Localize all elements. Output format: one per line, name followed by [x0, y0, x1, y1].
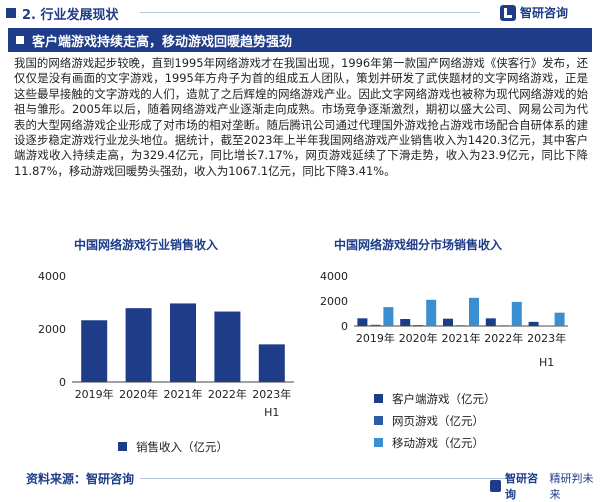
x-tick-label: 2023年 — [252, 387, 291, 401]
bar — [259, 344, 285, 382]
bar — [170, 303, 196, 382]
x-tick-label: 2020年 — [119, 387, 158, 401]
brand: 智研咨询 — [500, 4, 568, 21]
legend-label: 网页游戏（亿元） — [392, 414, 484, 428]
x-tick-label: 2022年 — [208, 387, 247, 401]
bar — [426, 300, 436, 326]
y-tick-label: 0 — [59, 376, 66, 389]
y-tick-label: 2000 — [38, 323, 66, 336]
section-marker-icon — [6, 8, 16, 18]
bar — [486, 318, 496, 326]
bar — [456, 325, 466, 326]
x-tick-label: 2019年 — [356, 331, 395, 345]
legend-label: 销售收入（亿元） — [136, 440, 228, 454]
section-title: 2. 行业发展现状 — [22, 4, 119, 23]
y-tick-label: 4000 — [320, 270, 348, 283]
bar — [383, 307, 393, 326]
footer-brand-name: 智研咨询 — [505, 470, 545, 502]
bar — [81, 320, 107, 382]
brand-name: 智研咨询 — [520, 4, 568, 21]
footer-logo-icon — [490, 480, 501, 492]
legend-swatch — [374, 416, 383, 425]
x-tick-label-suffix: H1 — [264, 406, 279, 419]
footer-divider — [140, 478, 510, 479]
banner-title: 客户端游戏持续走高，移动游戏回暖趋势强劲 — [32, 31, 292, 50]
body-paragraph: 我国的网络游戏起步较晚，直到1995年网络游戏才在我国出现，1996年第一款国产… — [14, 56, 588, 179]
y-tick-label: 2000 — [320, 295, 348, 308]
y-tick-label: 0 — [341, 320, 348, 333]
bar — [400, 319, 410, 326]
brand-logo-icon — [500, 5, 516, 21]
banner-marker-icon — [16, 36, 24, 44]
x-tick-label: 2023年 — [527, 331, 566, 345]
x-tick-label: 2020年 — [399, 331, 438, 345]
bar — [529, 322, 539, 326]
footer-brand: 智研咨询 精研判未来 — [490, 470, 600, 502]
y-tick-label: 4000 — [38, 270, 66, 283]
bar — [443, 319, 453, 326]
section-banner: 客户端游戏持续走高，移动游戏回暖趋势强劲 — [8, 28, 592, 52]
legend-label: 客户端游戏（亿元） — [392, 392, 496, 406]
bar — [370, 325, 380, 326]
footer-slogan: 精研判未来 — [549, 470, 600, 502]
legend-swatch — [374, 438, 383, 447]
x-tick-label-suffix: H1 — [539, 356, 554, 369]
legend-swatch — [118, 442, 127, 451]
legend-label: 移动游戏（亿元） — [392, 436, 484, 450]
header-divider — [140, 12, 480, 13]
bar — [357, 318, 367, 326]
source-note: 资料来源：智研咨询 — [26, 470, 134, 487]
x-tick-label: 2021年 — [442, 331, 481, 345]
bar — [469, 298, 479, 326]
top-header: 2. 行业发展现状 智研咨询 — [0, 0, 600, 26]
x-tick-label: 2022年 — [484, 331, 523, 345]
bar — [126, 308, 152, 382]
x-tick-label: 2019年 — [75, 387, 114, 401]
chart1-svg: 0 2000 4000 2019年 2020年 2021年 2022年 2023年 H1 销售收入… — [8, 236, 298, 462]
footer: 资料来源：智研咨询 智研咨询 精研判未来 — [0, 464, 600, 494]
x-tick-label: 2021年 — [164, 387, 203, 401]
bar — [499, 325, 509, 326]
bar — [214, 312, 240, 382]
bar — [555, 313, 565, 326]
legend-swatch — [374, 394, 383, 403]
bar — [512, 302, 522, 326]
bar — [413, 325, 423, 326]
